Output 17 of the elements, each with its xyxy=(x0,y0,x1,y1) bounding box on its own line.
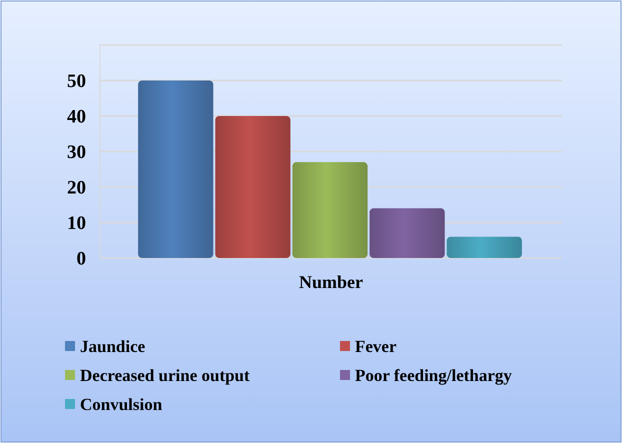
legend-label: Jaundice xyxy=(80,336,146,356)
y-tick-label: 0 xyxy=(76,248,86,270)
bar xyxy=(138,80,214,258)
y-tick-label: 50 xyxy=(67,71,86,92)
legend-label: Poor feeding/lethargy xyxy=(355,366,512,385)
y-tick-label: 20 xyxy=(67,178,86,199)
bar xyxy=(215,116,290,258)
legend-label: Decreased urine output xyxy=(80,366,250,385)
legend-label: Convulsion xyxy=(80,394,163,414)
bar xyxy=(446,236,522,258)
x-tick-label: Number xyxy=(299,272,364,292)
y-tick-label: 10 xyxy=(67,213,86,234)
bar xyxy=(292,162,368,258)
legend-label: Fever xyxy=(355,336,397,356)
y-tick-label: 30 xyxy=(67,142,86,164)
y-tick-label: 40 xyxy=(67,106,86,128)
bar xyxy=(370,208,445,258)
